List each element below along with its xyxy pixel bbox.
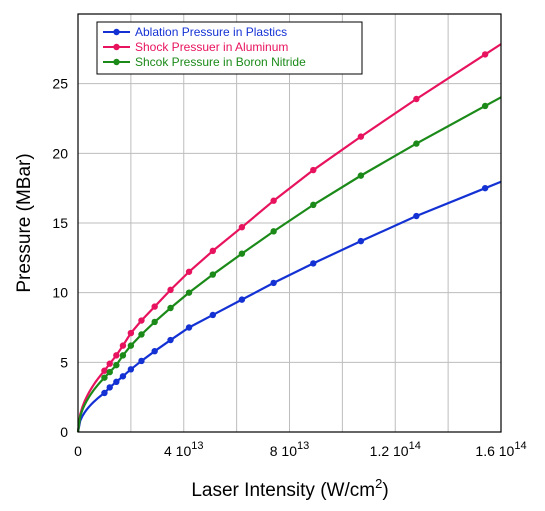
data-point xyxy=(481,184,489,192)
data-point xyxy=(151,318,158,326)
data-point xyxy=(119,342,127,349)
data-point xyxy=(357,237,365,245)
data-point xyxy=(167,286,174,294)
data-point xyxy=(106,360,113,367)
data-point xyxy=(310,260,317,267)
data-point xyxy=(238,223,246,231)
data-point xyxy=(106,384,113,391)
data-point xyxy=(138,331,145,338)
legend-marker xyxy=(113,28,120,36)
data-point xyxy=(209,271,217,278)
legend-label: Ablation Pressure in Plastics xyxy=(135,25,287,39)
legend-label: Shock Pressuer in Aluminum xyxy=(135,40,288,54)
data-point xyxy=(167,304,174,312)
data-point xyxy=(209,311,217,319)
data-point xyxy=(113,378,120,386)
y-tick-label: 15 xyxy=(52,215,68,231)
data-point xyxy=(101,367,108,374)
data-point xyxy=(270,197,277,204)
data-point xyxy=(119,373,127,380)
data-point xyxy=(113,361,120,369)
data-point xyxy=(151,347,158,355)
x-tick-label: 1.6 1014 xyxy=(475,440,526,459)
y-axis-title: Pressure (MBar) xyxy=(14,153,35,292)
data-point xyxy=(101,374,108,381)
x-tick-labels: 0 4 1013 8 1013 1.2 1014 1.6 1014 xyxy=(74,440,526,459)
data-point xyxy=(127,366,135,373)
data-point xyxy=(413,212,420,220)
plot-frame xyxy=(77,13,502,433)
data-point xyxy=(357,172,365,179)
y-tick-label: 10 xyxy=(52,285,68,301)
y-tick-label: 25 xyxy=(52,76,68,92)
y-tick-label: 0 xyxy=(60,424,68,440)
data-point xyxy=(310,166,317,174)
data-point xyxy=(127,342,135,349)
grid xyxy=(78,14,501,432)
data-point xyxy=(101,389,108,397)
data-point xyxy=(185,324,193,331)
data-point xyxy=(119,352,127,359)
legend-box xyxy=(96,21,363,75)
data-point xyxy=(238,296,246,303)
data-point xyxy=(185,289,193,296)
legend-marker xyxy=(113,43,120,51)
x-tick-label: 8 1013 xyxy=(270,440,310,459)
data-point xyxy=(270,228,277,235)
x-tick-label: 0 xyxy=(74,443,82,459)
data-point xyxy=(481,102,489,110)
data-point xyxy=(413,140,420,147)
data-point xyxy=(357,133,365,140)
data-point xyxy=(138,357,145,365)
y-tick-label: 20 xyxy=(52,145,68,161)
x-axis-title: Laser Intensity (W/cm2) xyxy=(191,476,388,501)
x-tick-label: 4 1013 xyxy=(164,440,204,459)
data-point xyxy=(270,279,277,287)
data-point xyxy=(127,329,135,337)
data-point xyxy=(167,336,174,344)
data-point xyxy=(138,317,145,324)
y-tick-labels: 0 5 10 15 20 25 xyxy=(52,76,68,440)
data-point xyxy=(209,247,217,255)
data-points xyxy=(101,51,489,397)
legend-marker xyxy=(113,58,120,66)
data-point xyxy=(238,250,246,257)
data-point xyxy=(185,268,193,275)
data-point xyxy=(106,368,113,376)
data-point xyxy=(481,51,489,58)
data-point xyxy=(151,303,158,310)
data-point xyxy=(113,352,120,359)
legend-label: Shcok Pressure in Boron Nitride xyxy=(135,55,306,69)
y-tick-label: 5 xyxy=(60,354,68,370)
x-tick-label: 1.2 1014 xyxy=(370,440,421,459)
data-point xyxy=(310,201,317,209)
data-point xyxy=(413,95,420,103)
